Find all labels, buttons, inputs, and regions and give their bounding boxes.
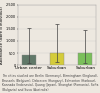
Text: Ten cities studied are Berlin (Germany), Birmingham (England),
Brussels (Belgium: Ten cities studied are Berlin (Germany),… — [2, 74, 98, 92]
Bar — [50, 53, 64, 65]
Bar — [78, 53, 92, 65]
Y-axis label: Abondance (Nbre d'individus): Abondance (Nbre d'individus) — [0, 6, 4, 64]
Bar — [22, 55, 36, 65]
